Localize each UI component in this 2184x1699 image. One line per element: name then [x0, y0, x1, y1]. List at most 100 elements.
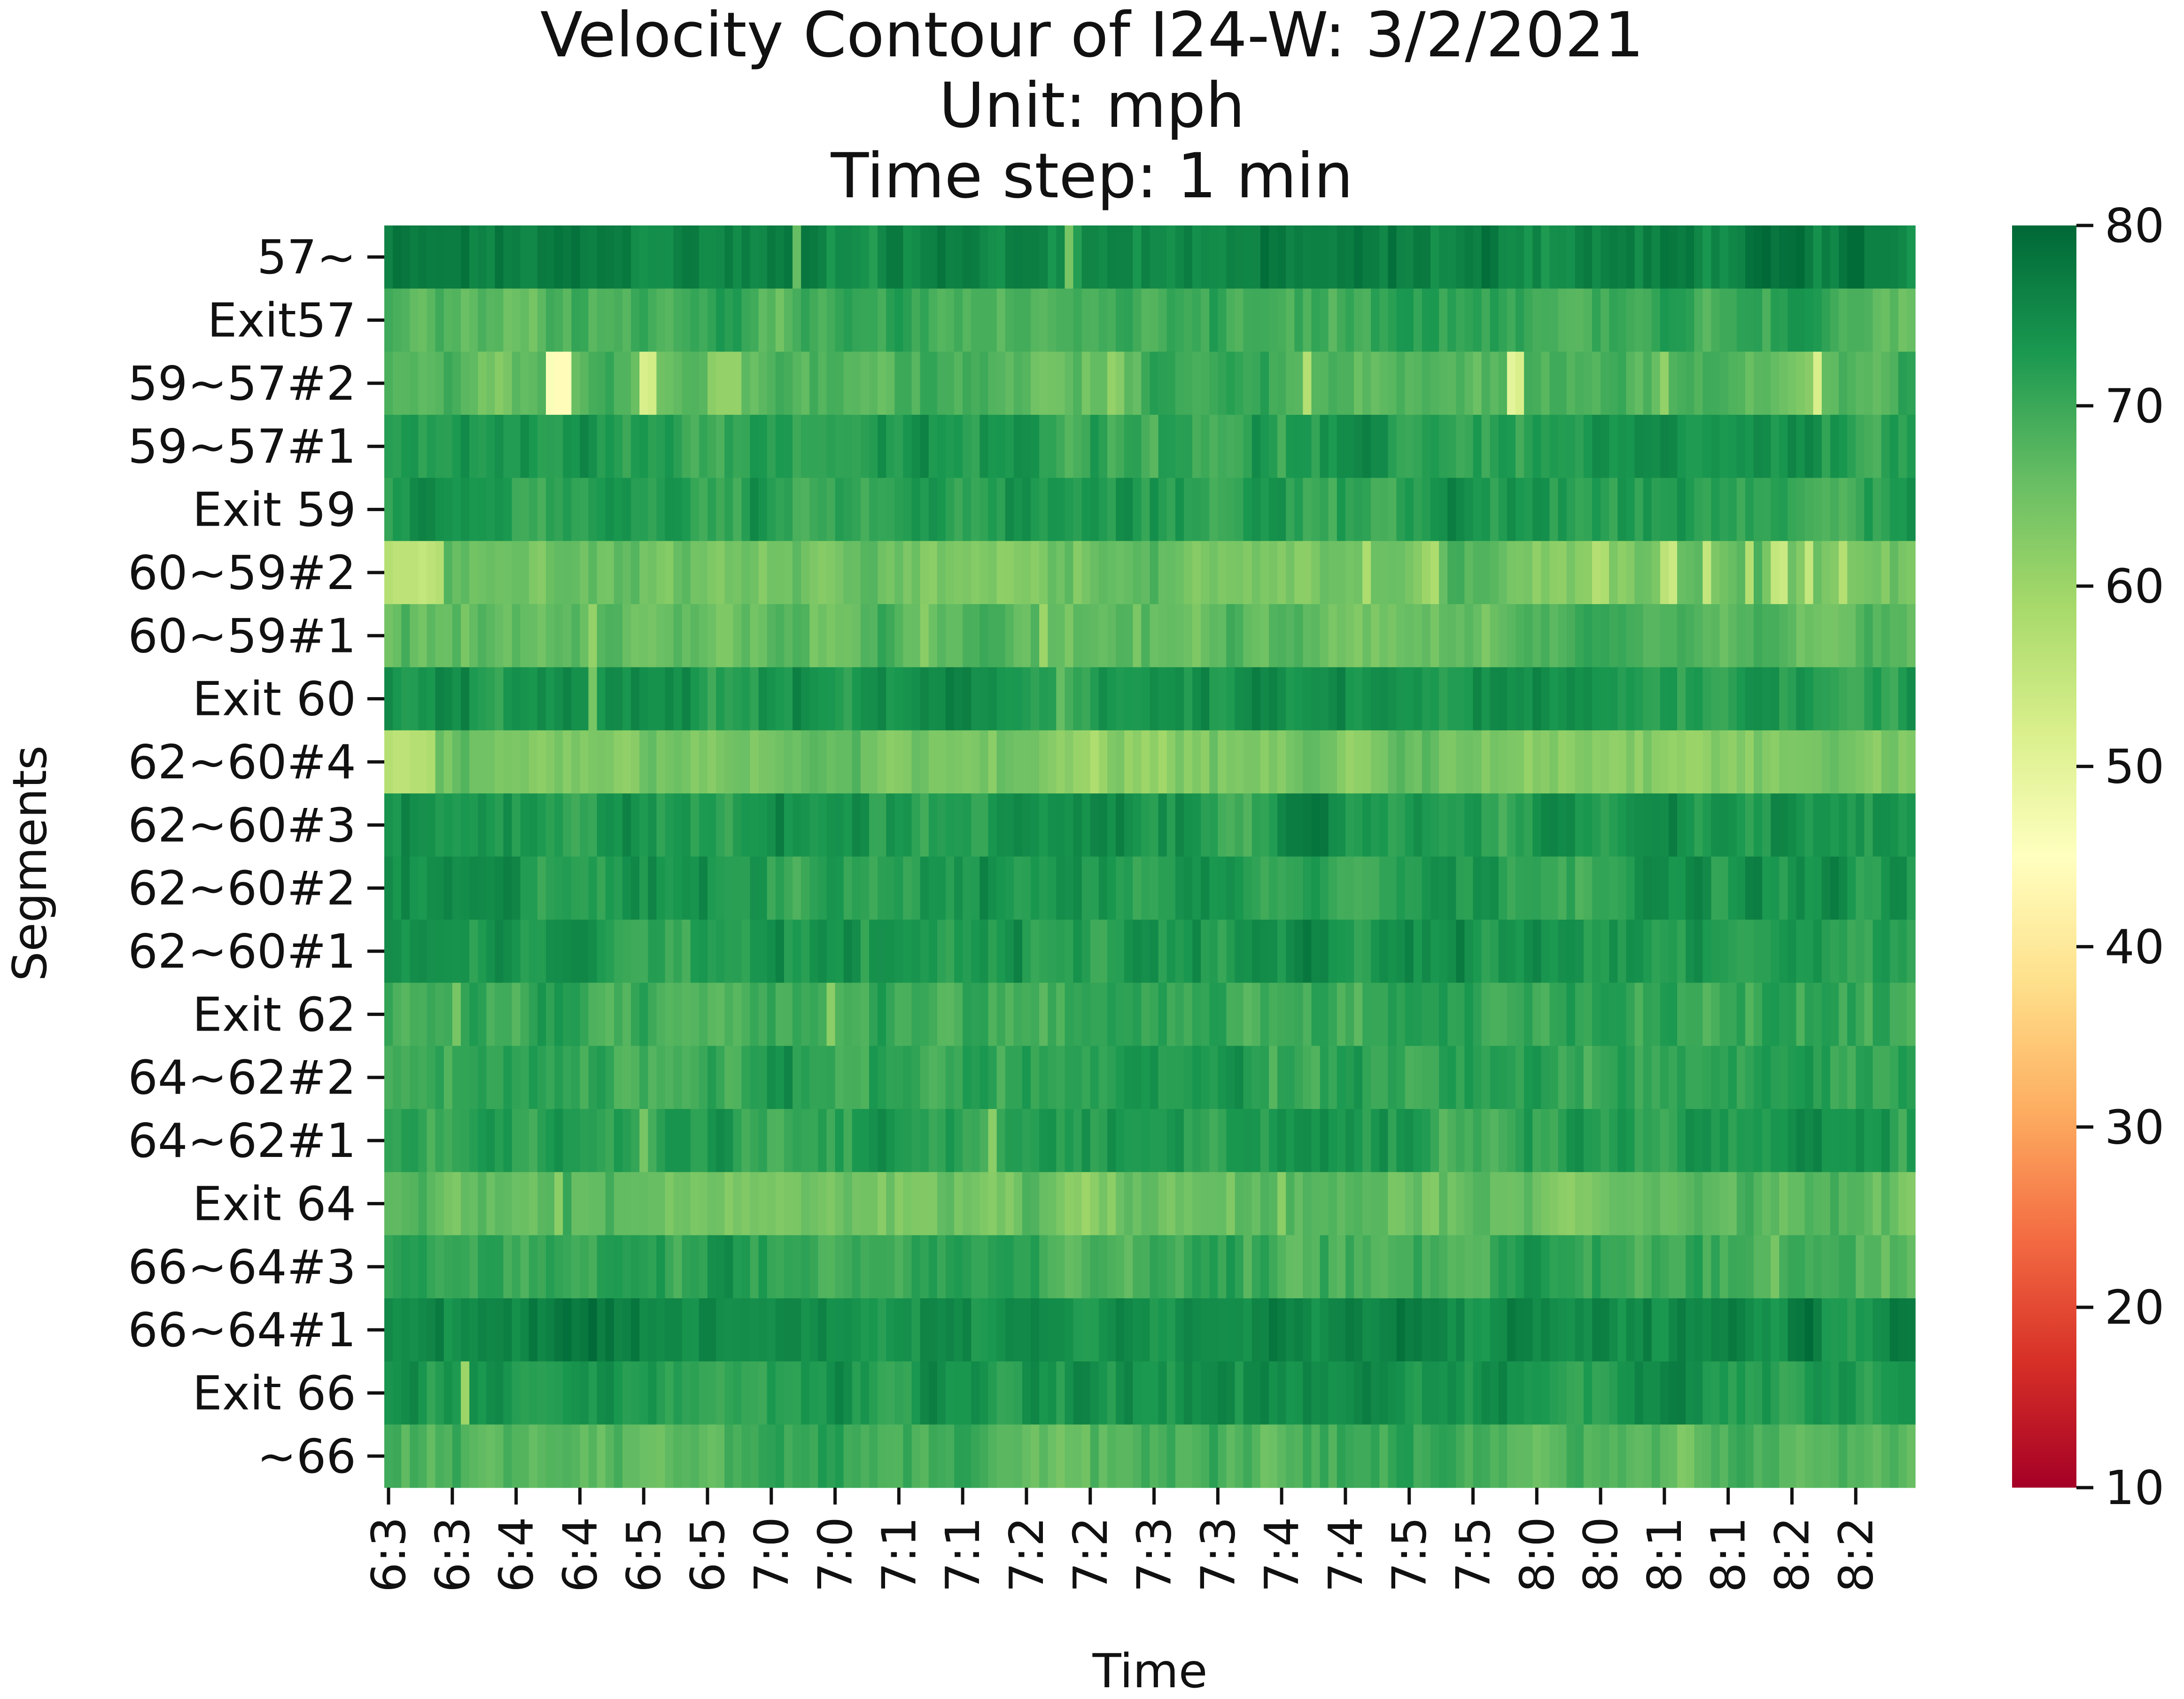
heatmap-cell: [1124, 225, 1133, 289]
heatmap-cell: [469, 415, 478, 478]
heatmap-cell: [520, 1298, 529, 1362]
heatmap-cell: [1166, 1172, 1176, 1236]
heatmap-cell: [1668, 1424, 1678, 1488]
heatmap-cell: [869, 415, 878, 478]
heatmap-cell: [1694, 730, 1703, 794]
heatmap-cell: [1864, 730, 1873, 794]
heatmap-cell: [665, 541, 674, 605]
heatmap-cell: [886, 604, 895, 668]
heatmap-cell: [1013, 856, 1023, 920]
heatmap-cell: [393, 667, 402, 731]
heatmap-cell: [963, 604, 972, 668]
heatmap-cell: [1320, 351, 1329, 415]
heatmap-cell: [1090, 1172, 1099, 1236]
heatmap-cell: [869, 1361, 878, 1425]
heatmap-cell: [418, 793, 427, 857]
heatmap-cell: [784, 415, 793, 478]
heatmap-cell: [1235, 1424, 1244, 1488]
heatmap-cell: [1277, 541, 1286, 605]
heatmap-cell: [452, 225, 461, 289]
heatmap-cell: [979, 1235, 989, 1299]
heatmap-cell: [937, 1109, 946, 1172]
heatmap-cell: [529, 793, 538, 857]
heatmap-cell: [631, 288, 640, 352]
heatmap-cell: [1609, 351, 1618, 415]
heatmap-cell: [690, 730, 700, 794]
heatmap-cell: [1753, 1361, 1763, 1425]
y-tick-label: Exit57: [207, 293, 356, 348]
heatmap-cell: [1592, 478, 1601, 542]
heatmap-cell: [1277, 415, 1286, 478]
heatmap-cell: [1328, 541, 1337, 605]
heatmap-cell: [928, 415, 938, 478]
heatmap-cell: [1379, 730, 1389, 794]
heatmap-cell: [835, 1235, 844, 1299]
heatmap-cell: [1609, 1361, 1618, 1425]
heatmap-cell: [937, 541, 946, 605]
heatmap-cell: [1873, 225, 1882, 289]
heatmap-cell: [1728, 1298, 1737, 1362]
heatmap-cell: [1294, 793, 1303, 857]
heatmap-cell: [1507, 1298, 1516, 1362]
heatmap-cell: [996, 288, 1006, 352]
heatmap-cell: [1065, 919, 1074, 983]
heatmap-cell: [435, 983, 444, 1047]
heatmap-cell: [911, 1424, 921, 1488]
heatmap-cell: [1575, 730, 1584, 794]
heatmap-cell: [954, 1361, 963, 1425]
heatmap-cell: [1736, 730, 1746, 794]
heatmap-cell: [1303, 1109, 1312, 1172]
heatmap-cell: [1881, 288, 1890, 352]
heatmap-cell: [1609, 1172, 1618, 1236]
heatmap-cell: [1481, 225, 1491, 289]
heatmap-cell: [1235, 1172, 1244, 1236]
heatmap-cell: [571, 604, 581, 668]
heatmap-cell: [928, 1424, 938, 1488]
heatmap-cell: [1141, 541, 1150, 605]
heatmap-cell: [673, 1298, 683, 1362]
heatmap-cell: [410, 1298, 419, 1362]
heatmap-cell: [1268, 667, 1278, 731]
heatmap-cell: [1081, 1235, 1091, 1299]
heatmap-cell: [393, 856, 402, 920]
heatmap-cell: [775, 604, 785, 668]
heatmap-cell: [1736, 1046, 1746, 1109]
heatmap-cell: [563, 1235, 572, 1299]
heatmap-cell: [1413, 730, 1422, 794]
heatmap-cell: [1405, 1172, 1414, 1236]
heatmap-cell: [1626, 1172, 1635, 1236]
heatmap-cell: [1175, 478, 1184, 542]
heatmap-cell: [869, 1424, 878, 1488]
heatmap-cell: [1243, 1046, 1252, 1109]
heatmap-cell: [1830, 1046, 1839, 1109]
heatmap-cell: [1668, 1235, 1678, 1299]
heatmap-cell: [1337, 919, 1346, 983]
heatmap-cell: [1209, 1361, 1218, 1425]
heatmap-cell: [996, 225, 1006, 289]
heatmap-cell: [1753, 730, 1763, 794]
heatmap-cell: [614, 1046, 623, 1109]
heatmap-cell: [1116, 793, 1125, 857]
heatmap-cell: [716, 1172, 725, 1236]
heatmap-cell: [1889, 730, 1899, 794]
heatmap-cell: [1073, 541, 1082, 605]
heatmap-cell: [1260, 288, 1269, 352]
heatmap-cell: [1286, 983, 1295, 1047]
heatmap-cell: [1481, 1424, 1491, 1488]
heatmap-cell: [1753, 1424, 1763, 1488]
heatmap-cell: [1320, 730, 1329, 794]
heatmap-cell: [1821, 730, 1831, 794]
heatmap-cell: [1048, 1046, 1057, 1109]
heatmap-cell: [1864, 604, 1873, 668]
heatmap-cell: [1388, 1172, 1397, 1236]
heatmap-cell: [1549, 541, 1559, 605]
heatmap-cell: [546, 604, 555, 668]
heatmap-cell: [1745, 1046, 1754, 1109]
heatmap-cell: [1847, 288, 1856, 352]
heatmap-cell: [1158, 351, 1167, 415]
heatmap-cell: [937, 730, 946, 794]
heatmap-cell: [1686, 288, 1694, 352]
heatmap-cell: [988, 478, 997, 542]
heatmap-cell: [563, 856, 572, 920]
heatmap-cell: [546, 730, 555, 794]
